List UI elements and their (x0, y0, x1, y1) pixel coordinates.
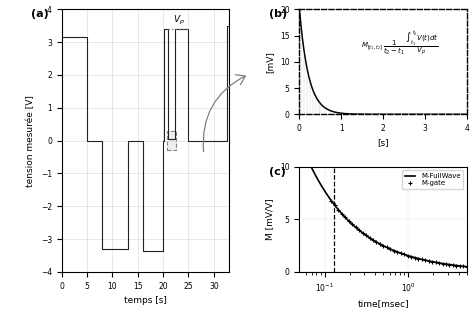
X-axis label: time[msec]: time[msec] (357, 300, 409, 309)
M-gate (391, 249, 397, 252)
M-gate (440, 262, 446, 265)
M-gate (426, 259, 431, 263)
Y-axis label: M [mV/V]: M [mV/V] (265, 199, 274, 240)
M-gate (388, 247, 393, 251)
X-axis label: [s]: [s] (377, 139, 389, 148)
Legend: M-FullWave, M-gate: M-FullWave, M-gate (402, 170, 464, 189)
M-gate (422, 258, 428, 262)
M-gate (401, 252, 407, 256)
Text: (c): (c) (269, 167, 286, 177)
M-gate (447, 263, 452, 266)
M-gate (370, 238, 376, 242)
M-gate (443, 262, 449, 266)
M-FullWave (297, 165, 302, 169)
M-gate (461, 265, 466, 268)
M-FullWave (464, 265, 470, 269)
M-gate (335, 208, 341, 211)
M-gate (328, 199, 334, 202)
M-gate (356, 228, 362, 232)
Y-axis label: tension mesurée [V]: tension mesurée [V] (26, 95, 35, 187)
X-axis label: temps [s]: temps [s] (124, 296, 167, 305)
M-gate (405, 254, 410, 257)
Line: M-FullWave: M-FullWave (300, 167, 467, 267)
M-gate (398, 251, 404, 255)
M-gate (409, 255, 414, 258)
M-gate (419, 258, 425, 261)
M-gate (332, 203, 337, 207)
Text: (a): (a) (31, 9, 49, 19)
M-gate (349, 222, 355, 226)
M-gate (457, 264, 463, 268)
M-gate (415, 257, 421, 260)
M-gate (367, 236, 373, 239)
M-gate (346, 219, 352, 223)
M-FullWave (418, 257, 424, 261)
M-gate (374, 240, 379, 244)
M-gate (377, 242, 383, 246)
M-FullWave (418, 257, 423, 261)
M-FullWave (402, 253, 408, 256)
Line: M-gate: M-gate (329, 198, 469, 269)
M-gate (339, 212, 345, 215)
M-FullWave (363, 233, 369, 237)
M-FullWave (351, 224, 357, 228)
M-gate (436, 261, 442, 265)
Text: $V_p$: $V_p$ (173, 14, 185, 27)
M-gate (381, 244, 386, 248)
M-gate (412, 256, 418, 260)
M-gate (384, 246, 390, 249)
M-gate (429, 260, 435, 264)
M-gate (394, 250, 400, 254)
M-gate (454, 264, 459, 267)
Text: (b): (b) (269, 9, 287, 19)
Y-axis label: [mV]: [mV] (265, 51, 274, 73)
M-gate (342, 215, 348, 219)
M-gate (433, 260, 438, 264)
M-gate (353, 225, 358, 229)
M-gate (450, 263, 456, 267)
M-gate (464, 265, 470, 269)
M-gate (363, 234, 369, 237)
M-gate (360, 231, 365, 235)
M-FullWave (317, 181, 322, 184)
FancyBboxPatch shape (167, 131, 176, 150)
Text: $M_{[t_1,t_2]}\,\dfrac{1}{t_2-t_1}\,\dfrac{\int_{t_1}^{t_2}V(t)dt}{V_p}$: $M_{[t_1,t_2]}\,\dfrac{1}{t_2-t_1}\,\dfr… (361, 29, 439, 57)
